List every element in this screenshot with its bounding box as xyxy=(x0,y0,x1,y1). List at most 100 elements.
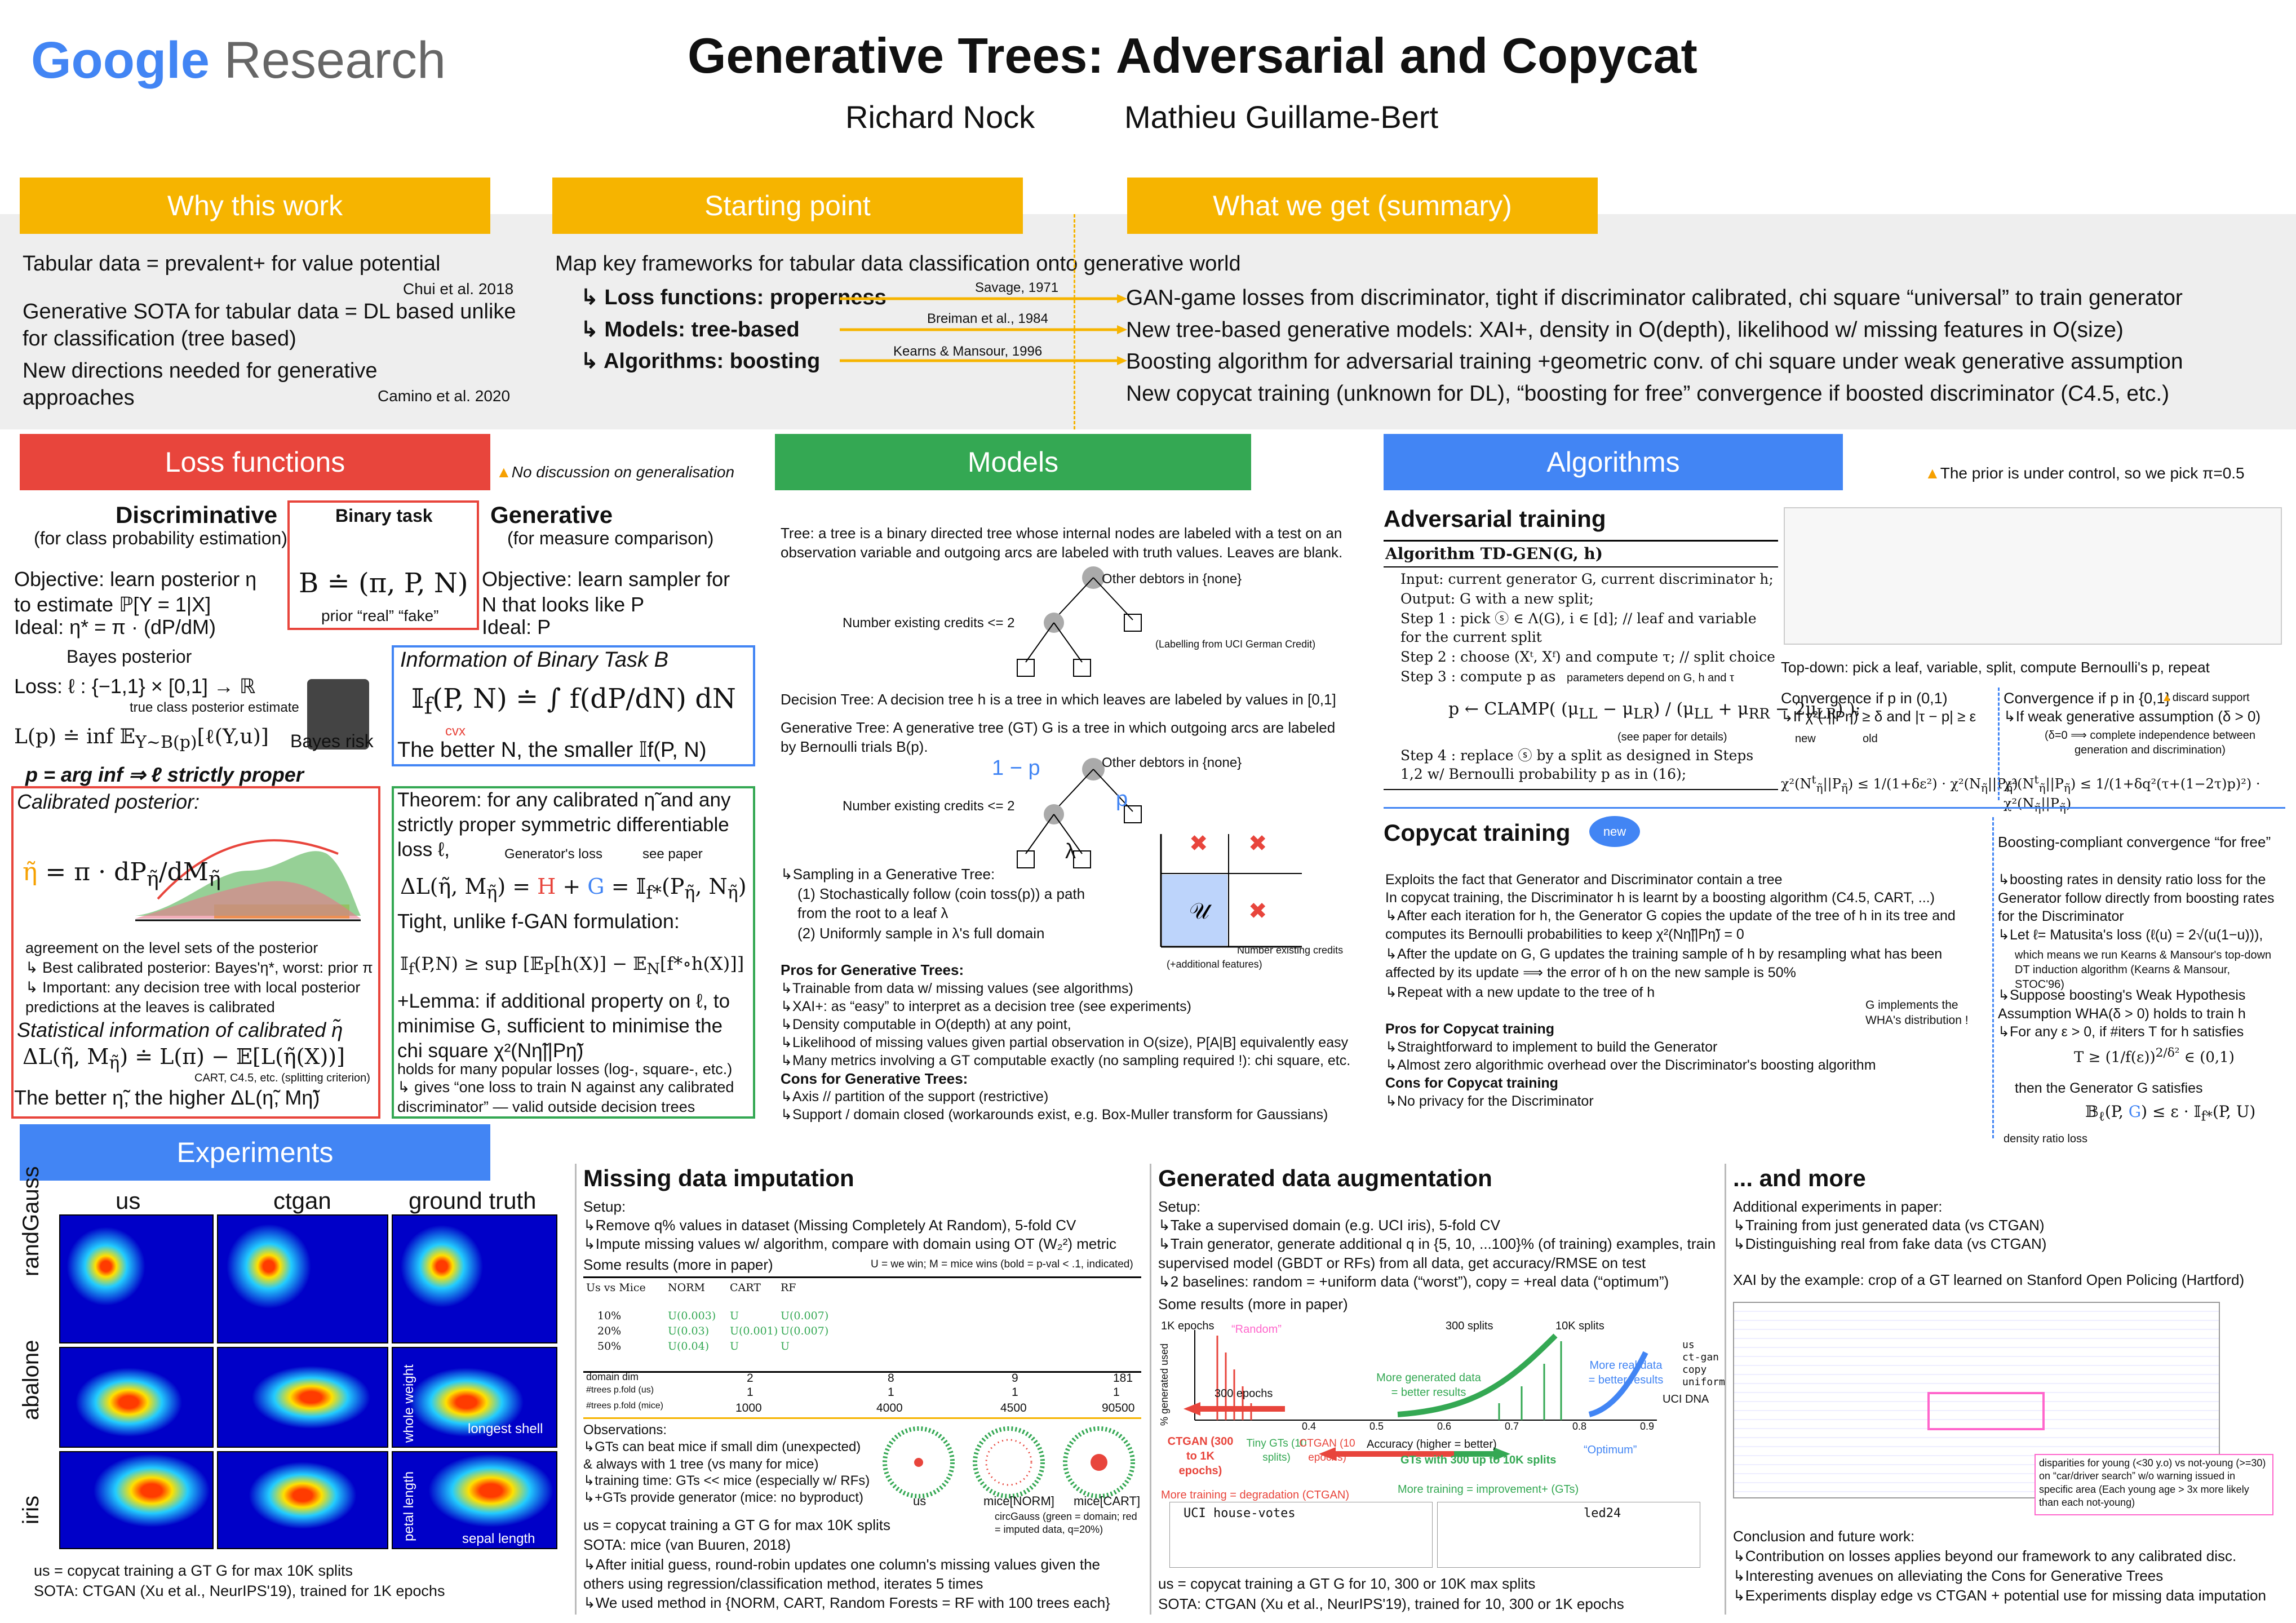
implements: G implements the WHA's distribution ! xyxy=(1865,999,1969,1027)
alg-st1: Step 1 : pick ⓢ ∈ Λ(G), i ∈ [d]; // leaf… xyxy=(1400,610,1757,645)
bc-eq1: T ≥ (1/f(ε))2/δ² ∈ (0,1) xyxy=(2074,1046,2235,1066)
heatmap-randgauss-us xyxy=(59,1214,214,1343)
ft-r1c2: 1 xyxy=(888,1386,894,1399)
gen-title: Generative xyxy=(490,502,613,528)
start-header: Starting point xyxy=(552,178,1023,234)
disparity-box xyxy=(2035,1454,2273,1515)
cp4: ↳After the update on G, G updates the tr… xyxy=(1385,946,1943,981)
ft-r2c3: 4500 xyxy=(1000,1402,1027,1414)
missing-setup: Setup: xyxy=(583,1198,626,1215)
new-badge: new xyxy=(1589,816,1640,847)
mt-r2c0: 50% xyxy=(597,1340,622,1353)
exp-row-abalone: abalone xyxy=(19,1340,43,1420)
heatmap-abalone-ctgan xyxy=(217,1347,388,1448)
aug-legend-2: copy xyxy=(1682,1364,1707,1376)
obs-3: ↳+GTs provide generator (mice: no byprod… xyxy=(583,1490,864,1505)
loss-header: Loss functions xyxy=(20,434,490,490)
mt-r0c3: U(0.007) xyxy=(781,1310,829,1322)
col-sep-2 xyxy=(1150,1164,1151,1615)
binary-eq: B ≐ (π, P, N) xyxy=(299,567,468,599)
aug-optimum: “Optimum” xyxy=(1584,1444,1637,1456)
alg-st2: Step 2 : choose (Xᵗ, Xᶠ) and compute τ; … xyxy=(1400,649,1775,665)
circ-caption: circGauss (green = domain; red = imputed… xyxy=(995,1511,1137,1536)
aug-tick-2: 0.6 xyxy=(1437,1421,1452,1432)
ft-h2: 8 xyxy=(888,1372,894,1385)
aug-s3: ↳2 baselines: random = +uniform data (“w… xyxy=(1158,1273,1669,1290)
missing-f1: us = copycat training a GT G for max 10K… xyxy=(583,1516,891,1533)
pros-5: ↳Many metrics involving a GT computable … xyxy=(781,1053,1351,1068)
mt-r2c1: U(0.04) xyxy=(668,1340,710,1353)
conv1b: ↳If χ²(·||Pη̃) ≥ δ and |τ − p| ≥ ε xyxy=(1781,708,1976,725)
sup-eq: 𝕀f(P,N) ≥ sup [𝔼P[h(X)] − 𝔼N[f*∘h(X)]] xyxy=(400,953,744,978)
exp-col-gt: ground truth xyxy=(409,1187,537,1214)
col-sep-3 xyxy=(1725,1164,1726,1615)
concl-3: ↳Experiments display edge vs CTGAN + pot… xyxy=(1733,1587,2266,1604)
exp-row-iris: iris xyxy=(19,1495,43,1524)
aug-tick-4: 0.8 xyxy=(1572,1421,1587,1432)
bc1: ↳boosting rates in density ratio loss fo… xyxy=(1998,872,2275,924)
aug-10k: 10K splits xyxy=(1555,1320,1604,1332)
new-lbl: new xyxy=(1795,733,1816,745)
missing-title: Missing data imputation xyxy=(583,1165,854,1191)
aug-tick-0: 0.4 xyxy=(1302,1421,1317,1432)
discard-text: discard support xyxy=(2172,691,2250,704)
author-1: Richard Nock xyxy=(845,99,1035,135)
alg-rule-3 xyxy=(1384,789,1778,790)
obs-1: ↳GTs can beat mice if small dim (unexpec… xyxy=(583,1439,861,1473)
loss-note: ▲No discussion on generalisation xyxy=(496,463,735,481)
pros-4: ↳Likelihood of missing values given part… xyxy=(781,1035,1349,1050)
exp-row-randgauss: randGauss xyxy=(19,1166,43,1276)
conv2-eq: χ²(Ntη̃||Pη̃) ≤ 1/(1+δq²(τ+(1−2τ)p)²) · … xyxy=(2004,773,2260,814)
cp-pros: Pros for Copycat training xyxy=(1385,1021,1555,1037)
calib-2: ↳ Best calibrated posterior: Bayes'η*, w… xyxy=(25,959,373,976)
more-a1: ↳Training from just generated data (vs C… xyxy=(1733,1217,2045,1234)
ft-h1: 2 xyxy=(747,1372,753,1385)
aug-tick-5: 0.9 xyxy=(1640,1421,1655,1432)
aug-s1: ↳Take a supervised domain (e.g. UCI iris… xyxy=(1158,1217,1501,1234)
other-debtors-1: Other debtors in {none} xyxy=(1102,571,1242,587)
more-a: Additional experiments in paper: xyxy=(1733,1198,1943,1215)
mt-r1c0: 20% xyxy=(597,1325,622,1337)
mt-h1: NORM xyxy=(668,1281,705,1294)
start-l2: ↳ Models: tree-based xyxy=(580,318,800,342)
cons-2: ↳Support / domain closed (workarounds ex… xyxy=(781,1107,1328,1123)
exp-foot2: SOTA: CTGAN (Xu et al., NeurIPS'19), tra… xyxy=(34,1582,445,1599)
cvx-label: cvx xyxy=(445,724,466,739)
svg-text:𝒰: 𝒰 xyxy=(1189,898,1212,924)
aug-subplot-2 xyxy=(1437,1502,1700,1568)
mt-r2c2: U xyxy=(730,1340,739,1353)
why-header: Why this work xyxy=(20,178,490,234)
pros-1: ↳Trainable from data w/ missing values (… xyxy=(781,981,1133,996)
aug-ctgan10: CTGAN (10 epochs) xyxy=(1299,1438,1355,1464)
lambda-label: λ xyxy=(1065,840,1076,863)
more-xai: XAI by the example: crop of a GT learned… xyxy=(1733,1271,2245,1288)
prior-note-text: The prior is under control, so we pick π… xyxy=(1940,464,2245,482)
bc4: ↳Suppose boosting's Weak Hypothesis Assu… xyxy=(1998,987,2246,1022)
mt-r0c0: 10% xyxy=(597,1310,622,1322)
ft-r1c3: 1 xyxy=(1012,1386,1018,1399)
aug-epochs1k: 1K epochs xyxy=(1161,1320,1215,1332)
stat-better: The better η̃, the higher ΔL(η̃, Mη̃) xyxy=(14,1086,320,1109)
missing-s1: ↳Remove q% values in dataset (Missing Co… xyxy=(583,1217,1076,1234)
alg-out: Output: G with a new split; xyxy=(1400,591,1594,607)
obj-g: Objective: learn sampler for N that look… xyxy=(482,567,730,616)
summary-band xyxy=(0,214,2296,429)
aug-ylab: % generated used xyxy=(1159,1343,1170,1426)
alg-details: (see paper for details) xyxy=(1617,731,1727,743)
why-c3: Camino et al. 2020 xyxy=(378,387,511,405)
loss-def: Loss: ℓ : {−1,1} × [0,1] → ℝ xyxy=(14,675,256,698)
proper: p = arg inf ⇒ ℓ strictly proper xyxy=(25,763,304,786)
alg-name: Algorithm TD-GEN(G, h) xyxy=(1385,544,1603,563)
circgauss-plots xyxy=(883,1426,1135,1498)
conv2: Convergence if p in {0,1} xyxy=(2004,690,2170,707)
aug-s2: ↳Train generator, generate additional q … xyxy=(1158,1235,1716,1271)
alg-st3: Step 3 : compute p as xyxy=(1400,668,1556,685)
alg-in: Input: current generator G, current disc… xyxy=(1400,571,1774,587)
ft-r2c2: 4000 xyxy=(876,1402,903,1414)
ideal-d: Ideal: η* = π · (dP/dM) xyxy=(14,615,216,638)
bayes-risk: Bayes risk xyxy=(290,731,374,751)
what-l4: New copycat training (unknown for DL), “… xyxy=(1126,382,2170,406)
why-b3: New directions needed for generative app… xyxy=(23,359,378,410)
missing-s2: ↳Impute missing values w/ algorithm, com… xyxy=(583,1235,1117,1252)
aug-hv: UCI house-votes xyxy=(1184,1506,1296,1520)
